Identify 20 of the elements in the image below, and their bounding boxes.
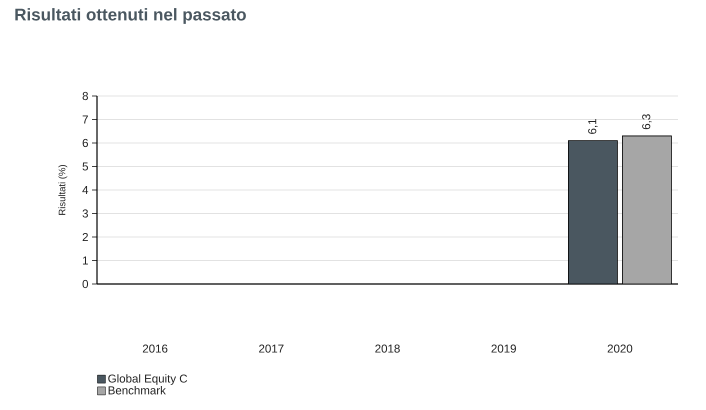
- y-tick-label: 7: [82, 116, 88, 124]
- legend-label: Benchmark: [108, 386, 166, 394]
- data-label: 6,1: [588, 119, 598, 134]
- x-tick-label: 2016: [142, 344, 168, 353]
- y-tick-label: 6: [82, 138, 88, 148]
- x-tick-label: 2019: [491, 344, 516, 353]
- y-tick-label: 4: [82, 186, 88, 194]
- y-tick-label: 5: [82, 162, 88, 171]
- y-tick-label: 2: [82, 232, 88, 242]
- x-tick-label: 2020: [608, 344, 632, 353]
- chart-title: Risultati ottenuti nel passato: [15, 8, 246, 24]
- x-tick-label: 2017: [259, 344, 284, 353]
- legend-label: Global Equity C: [108, 374, 188, 385]
- data-label: 6,3: [642, 114, 652, 130]
- y-tick-label: 8: [82, 92, 88, 100]
- y-tick-label: 1: [82, 256, 88, 264]
- y-axis-title: Risultati (%): [58, 165, 68, 215]
- y-tick-label: 3: [82, 209, 88, 218]
- x-tick-label: 2018: [375, 344, 400, 353]
- y-tick-label: 0: [82, 280, 88, 288]
